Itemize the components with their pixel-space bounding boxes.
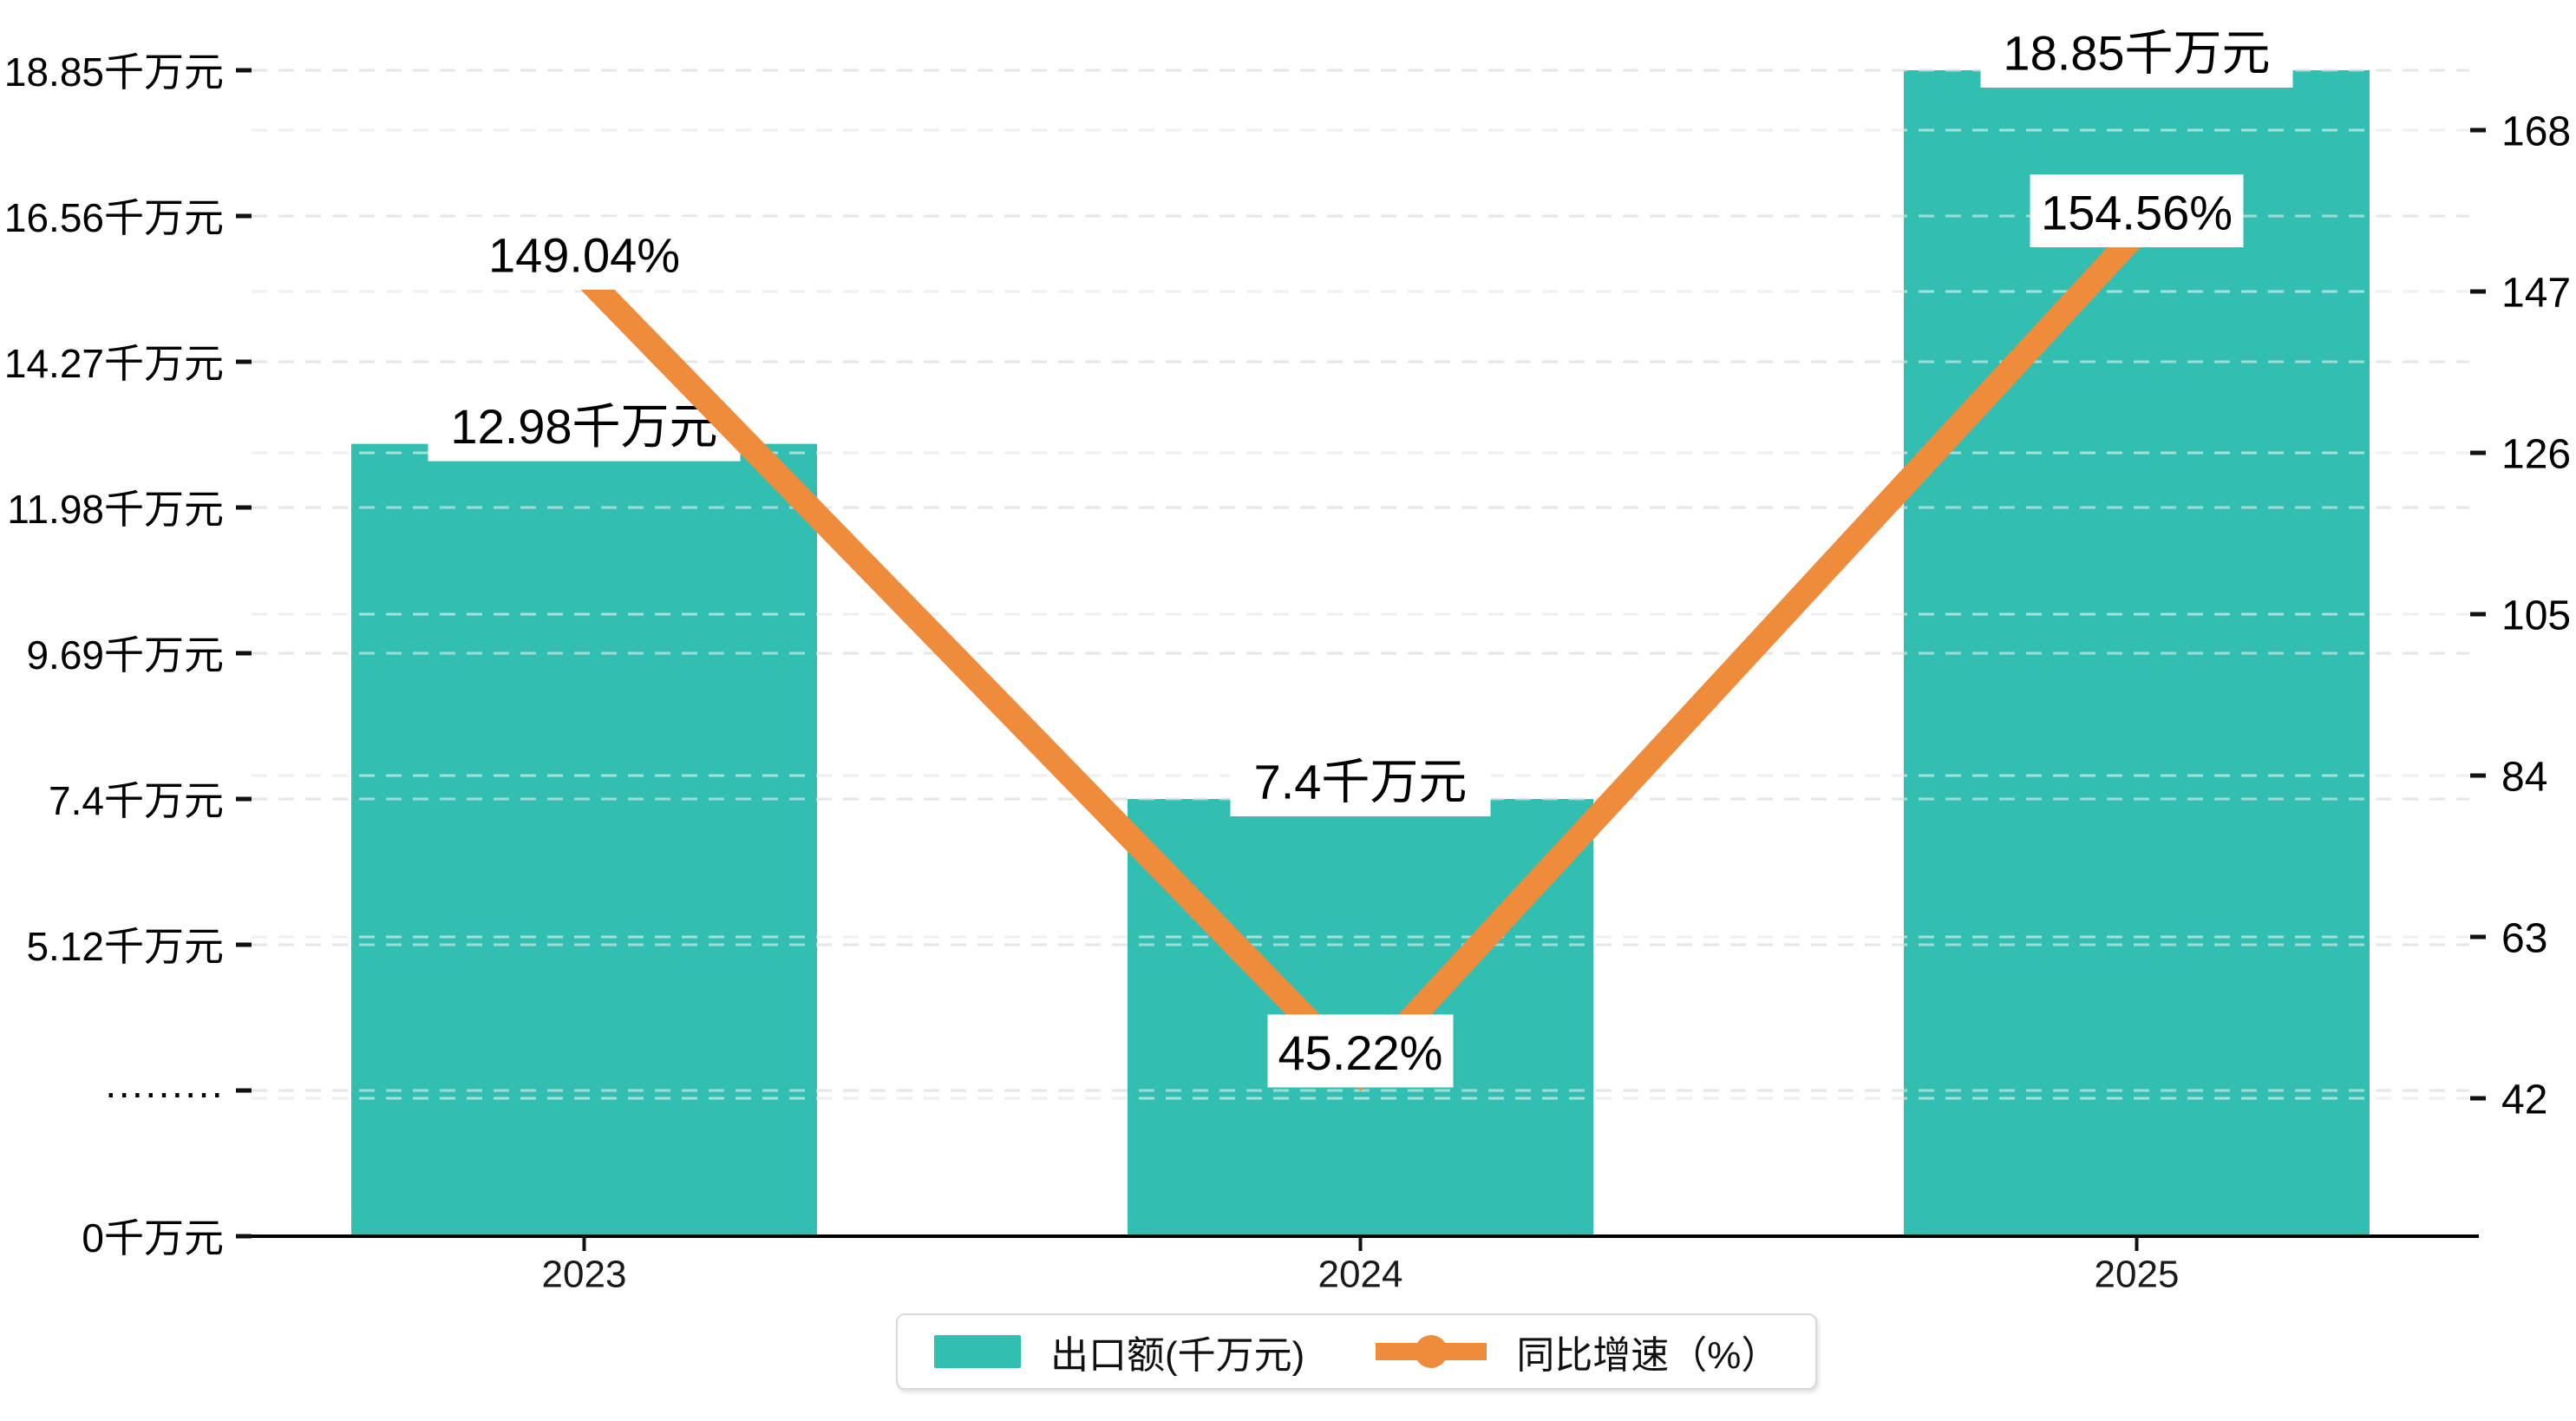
left-axis-label: 18.85千万元 <box>4 49 224 95</box>
right-axis-label: 126 <box>2501 432 2571 478</box>
left-axis-label: 9.69千万元 <box>26 632 224 678</box>
right-axis-label: 63 <box>2501 916 2547 962</box>
left-axis-label: 0千万元 <box>82 1215 224 1261</box>
legend-label-growth: 同比增速（%） <box>1516 1334 1780 1377</box>
bar-value-label: 18.85千万元 <box>2003 26 2270 81</box>
pct-value-label: 149.04% <box>488 227 680 282</box>
line-value-labels: 149.04% 45.22% 154.56% <box>460 174 2244 1088</box>
left-axis-label: 11.98千万元 <box>7 487 224 532</box>
left-axis-label: 5.12千万元 <box>26 924 224 969</box>
bar-2023[interactable] <box>351 443 817 1236</box>
pct-value-label: 154.56% <box>2041 186 2233 240</box>
x-axis-label-2024: 2024 <box>1318 1254 1403 1296</box>
left-axis-label: 16.56千万元 <box>4 195 224 240</box>
right-axis-label: 168 <box>2501 109 2571 155</box>
left-axis-label: 14.27千万元 <box>4 341 224 386</box>
bar-label-box <box>1980 15 2293 88</box>
legend-item-export[interactable]: 出口额(千万元) <box>934 1324 1304 1379</box>
left-axis-label: 7.4千万元 <box>49 778 224 823</box>
right-axis-label: 42 <box>2501 1077 2547 1123</box>
left-axis-label: ········· <box>104 1070 224 1115</box>
legend-item-growth[interactable]: 同比增速（%） <box>1376 1324 1779 1379</box>
legend: 出口额(千万元) 同比增速（%） <box>896 1313 1818 1390</box>
pct-label-box <box>1267 1014 1454 1088</box>
line-series-marker <box>1376 1335 1487 1368</box>
bar-value-label: 12.98千万元 <box>450 399 717 454</box>
bar-value-labels: 12.98千万元 7.4千万元 18.85千万元 <box>428 15 2293 816</box>
x-axis-label-2023: 2023 <box>542 1254 627 1296</box>
right-axis-label: 147 <box>2501 271 2571 317</box>
legend-label-export: 出口额(千万元) <box>1050 1334 1305 1377</box>
pct-value-label: 45.22% <box>1278 1025 1443 1080</box>
right-axis-label: 84 <box>2501 755 2547 801</box>
right-axis-label: 105 <box>2501 593 2571 639</box>
bar-label-box <box>428 388 741 462</box>
pct-label-box <box>2030 174 2244 248</box>
x-axis-label-2025: 2025 <box>2095 1254 2180 1296</box>
axes: 0千万元 ········· 5.12千万元 7.4千万元 9.69千万元 11.98千万… <box>4 49 2571 1296</box>
bar-label-box <box>1230 743 1491 816</box>
bar-series-swatch <box>934 1335 1021 1368</box>
bar-value-label: 7.4千万元 <box>1254 755 1468 809</box>
pct-label-box <box>460 216 709 290</box>
